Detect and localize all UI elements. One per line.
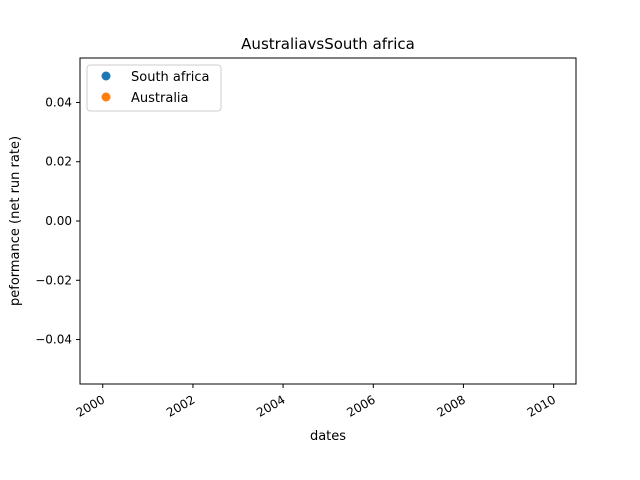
y-tick-label: 0.04 — [45, 95, 72, 109]
legend-marker-south-africa — [101, 71, 111, 81]
y-axis-label: peformance (net run rate) — [8, 136, 23, 306]
legend-marker-australia — [101, 92, 111, 102]
legend: South africa Australia — [86, 64, 222, 112]
legend-frame — [86, 64, 222, 112]
legend-label-australia: Australia — [131, 91, 189, 106]
chart-title: AustraliavsSouth africa — [241, 35, 415, 53]
y-tick-label: −0.04 — [35, 333, 72, 347]
legend-label-south-africa: South africa — [131, 70, 210, 85]
y-axis: 0.04 0.02 0.00 −0.02 −0.04 — [35, 95, 80, 347]
y-tick-label: 0.02 — [45, 155, 72, 169]
y-tick-label: 0.00 — [45, 214, 72, 228]
y-tick-label: −0.02 — [35, 273, 72, 287]
x-axis-label: dates — [310, 429, 346, 444]
